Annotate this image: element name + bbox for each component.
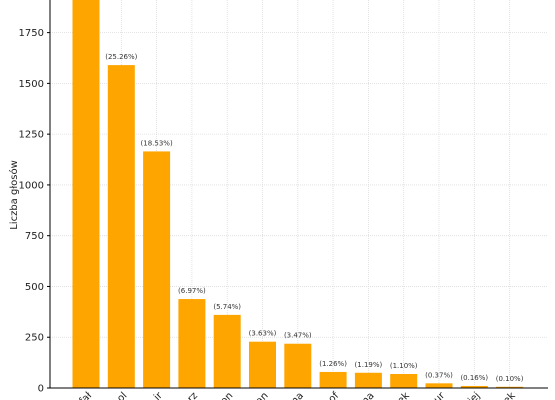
y-tick-label: 0 <box>38 384 44 395</box>
bar-value-label: (0.37%) <box>425 371 453 379</box>
bar <box>496 386 524 388</box>
bar <box>354 372 382 388</box>
x-tick-label: an <box>254 390 271 400</box>
x-tick-label: ek <box>396 390 412 400</box>
bar <box>178 299 206 388</box>
bar-value-label: (0.10%) <box>496 375 524 383</box>
bar-labels: (25.26%) (18.53%) (6.97%) (5.74%) (3.63%) (3.… <box>105 53 523 383</box>
y-tick-label: 250 <box>25 333 44 344</box>
x-tick-label: of <box>327 390 342 400</box>
x-tick-label: ir <box>152 390 165 400</box>
bars <box>72 0 524 388</box>
bar-value-label: (5.74%) <box>213 303 241 311</box>
bar-value-label: (0.16%) <box>460 374 488 382</box>
y-axis-ticks: 0 250 500 750 1000 1250 1500 1750 <box>19 28 50 395</box>
x-tick-label: fał <box>78 390 95 400</box>
x-tick-label: na <box>360 390 377 400</box>
bar-value-label: (25.26%) <box>105 53 137 61</box>
x-tick-label: na <box>289 390 306 400</box>
bar-value-label: (1.19%) <box>355 361 383 369</box>
y-tick-label: 1750 <box>19 28 44 39</box>
y-tick-label: 1000 <box>19 180 44 191</box>
bar-value-label: (6.97%) <box>178 287 206 295</box>
y-tick-label: 1500 <box>19 79 44 90</box>
x-tick-label: ur <box>432 390 448 400</box>
bar-value-label: (3.47%) <box>284 332 312 340</box>
bar <box>72 0 100 388</box>
y-tick-label: 500 <box>25 282 44 293</box>
bar-value-label: (1.26%) <box>319 360 347 368</box>
bar-value-label: (1.10%) <box>390 362 418 370</box>
bar <box>284 343 312 388</box>
bar <box>143 151 171 388</box>
bar <box>390 373 418 388</box>
y-tick-label: 1250 <box>19 130 44 141</box>
bar <box>213 314 241 388</box>
x-axis-ticks: fał ol ir rz on an na of na ek ur iej ek <box>78 390 518 400</box>
bar-value-label: (18.53%) <box>141 139 173 147</box>
x-tick-label: rz <box>186 390 200 400</box>
x-tick-label: ek <box>501 390 517 400</box>
y-axis-title: Liczba głosów <box>8 160 20 230</box>
bar <box>460 385 488 388</box>
bar-value-label: (3.63%) <box>249 330 277 338</box>
bar <box>319 371 347 388</box>
x-tick-label: iej <box>466 390 482 400</box>
bar <box>425 383 453 388</box>
x-tick-label: on <box>219 390 236 400</box>
bar <box>107 65 135 388</box>
y-tick-label: 750 <box>25 231 44 242</box>
x-tick-label: ol <box>115 390 129 400</box>
bar <box>249 341 276 388</box>
